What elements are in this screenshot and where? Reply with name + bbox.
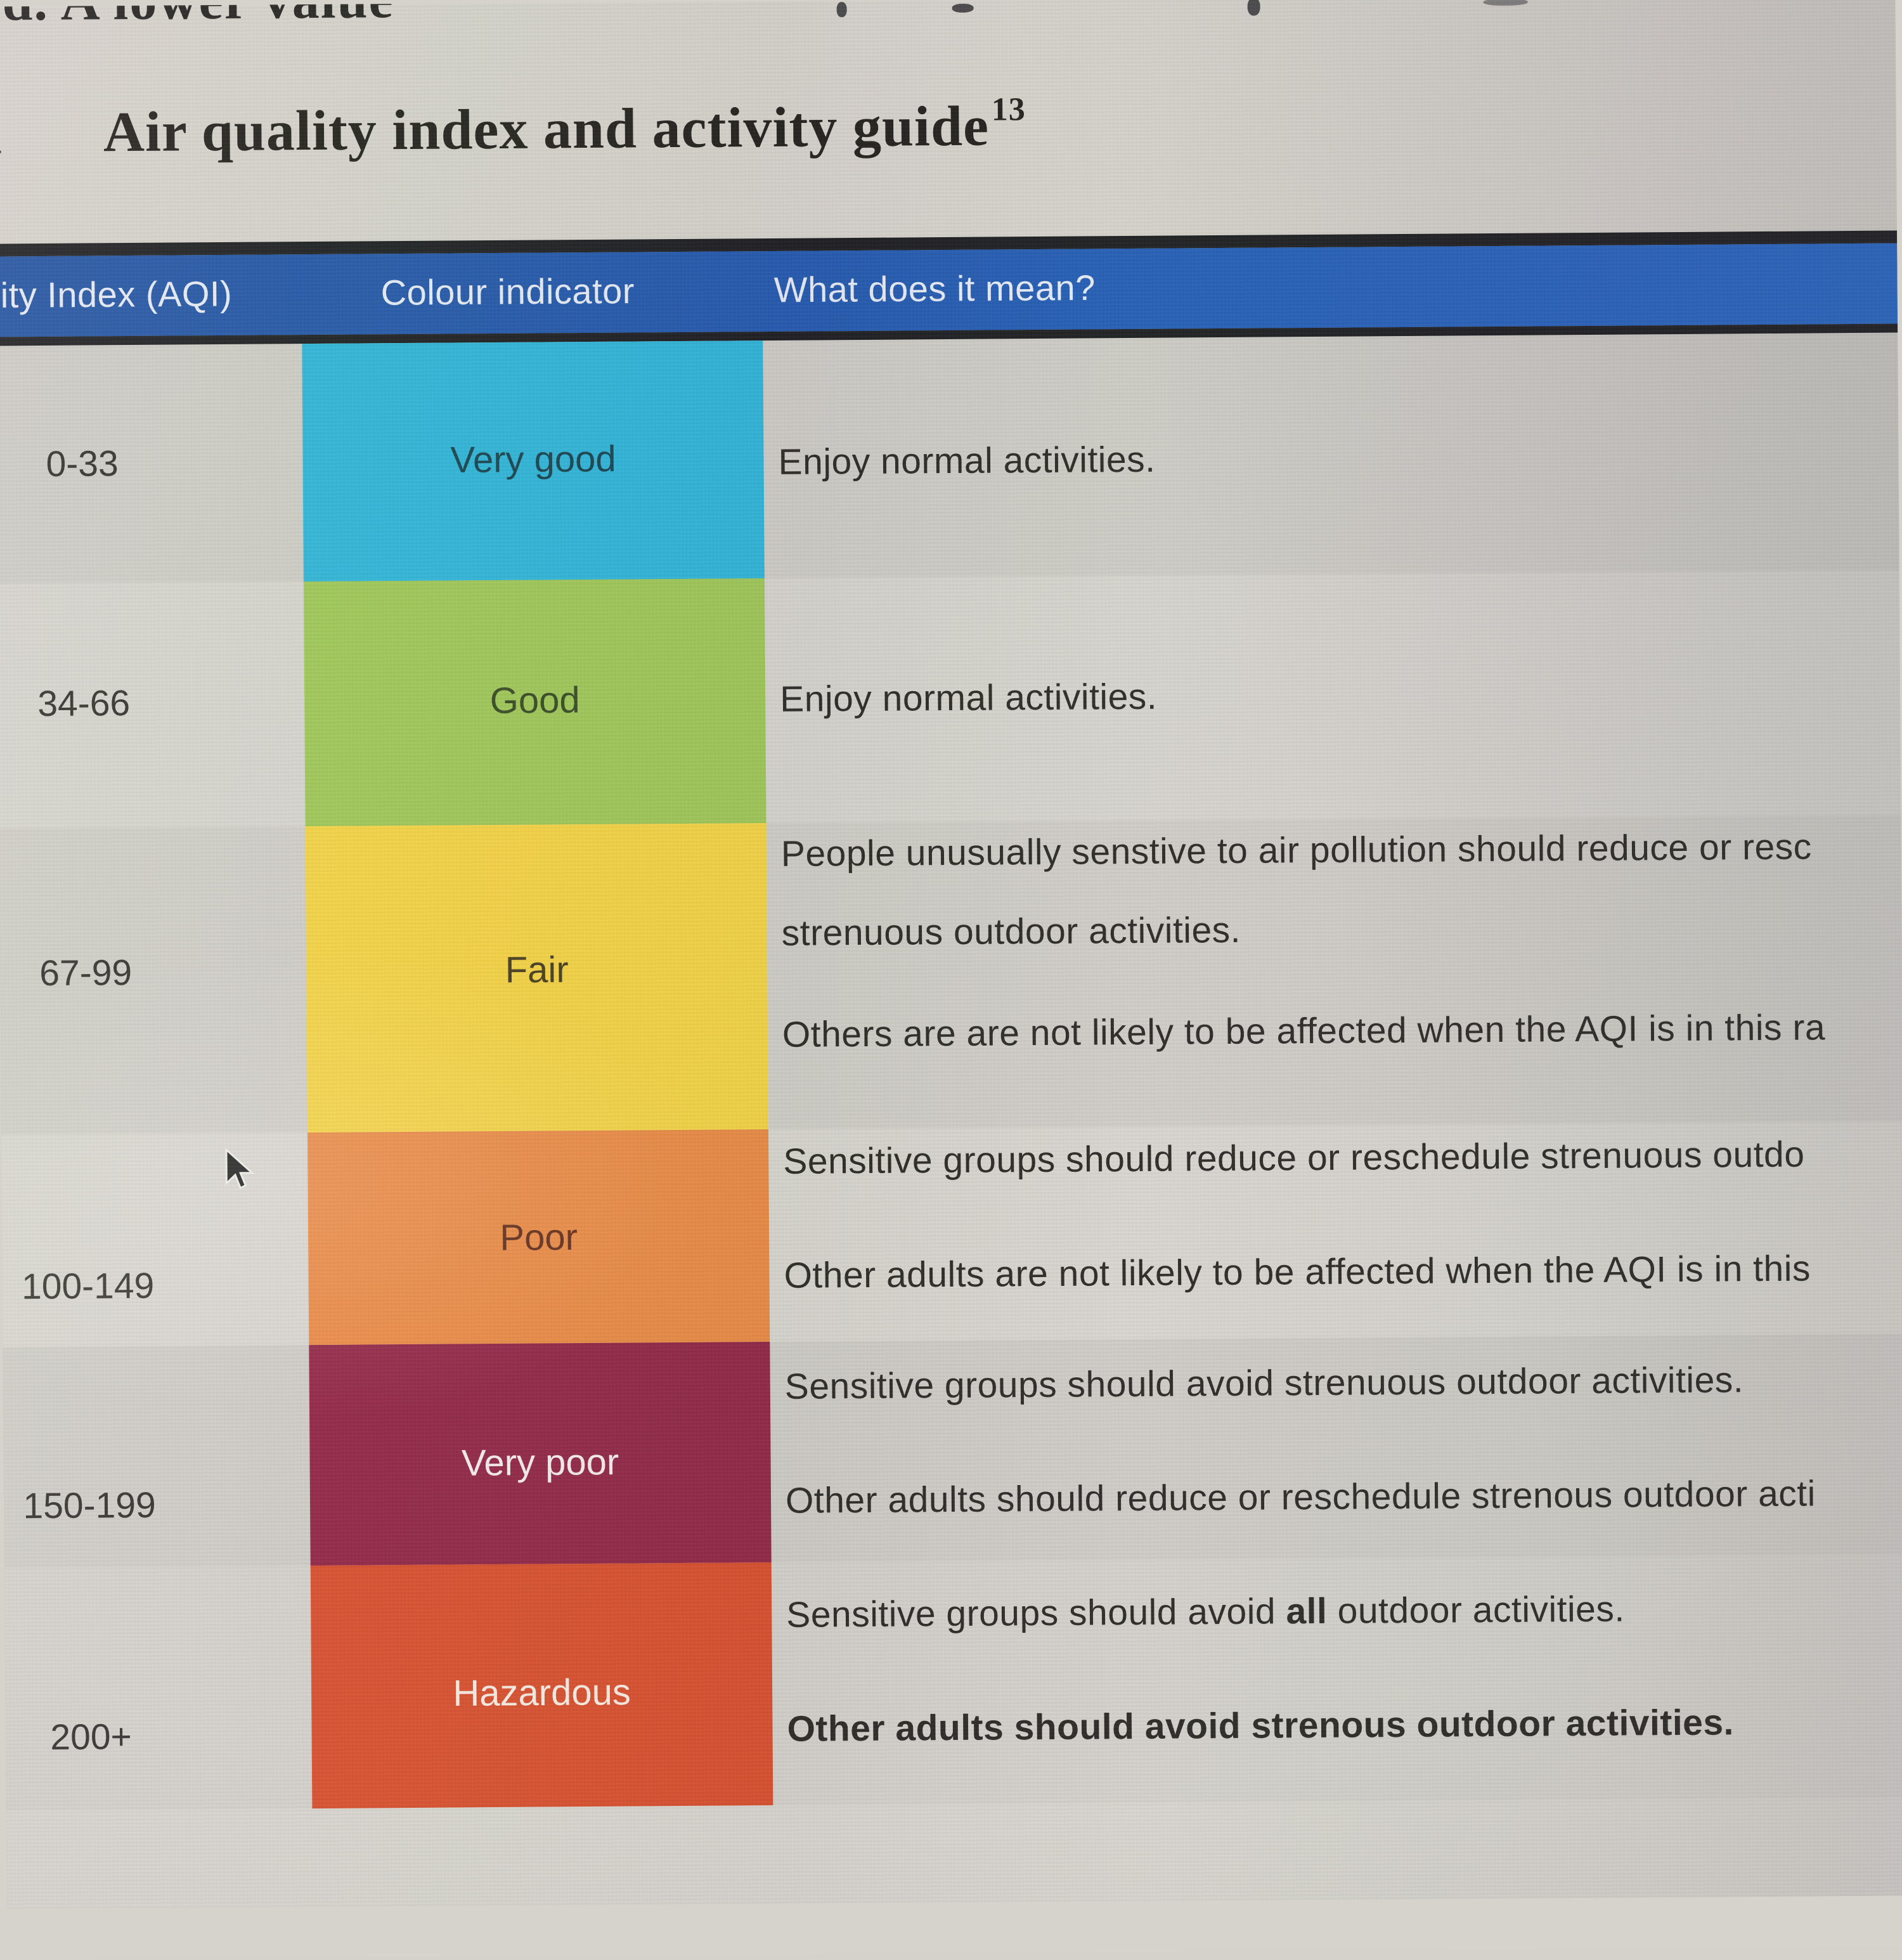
meaning-text-segment: Sensitive groups should avoid (786, 1591, 1286, 1635)
category-label: Fair (505, 949, 569, 991)
section-number-fragment: 1 (0, 103, 4, 166)
meaning-text: Enjoy normal activities. (778, 439, 1156, 483)
meaning-text: Sensitive groups should avoid strenuous … (784, 1360, 1744, 1407)
aqi-range: 0-33 (46, 443, 119, 484)
meaning-text-emphasis: all (1286, 1590, 1328, 1632)
mouse-cursor-icon (225, 1148, 255, 1190)
meaning-text: strenuous outdoor activities. (781, 909, 1241, 954)
document-page: d. A lower value 1 Air quality index and… (0, 0, 1902, 1909)
aqi-range: 200+ (50, 1717, 133, 1758)
meaning-text: Other adults should reduce or reschedule… (785, 1473, 1816, 1521)
cropped-text-smudge (1247, 0, 1260, 16)
meaning-text: Others are are not likely to be affected… (782, 1007, 1826, 1055)
page-title: Air quality index and activity guide13 (103, 91, 1026, 165)
category-label: Hazardous (453, 1671, 631, 1715)
cropped-text-smudge (952, 3, 974, 13)
cropped-top-text: d. A lower value (2, 0, 394, 32)
meaning-text: Other adults should avoid strenous outdo… (787, 1702, 1735, 1749)
category-label: Very poor (461, 1441, 619, 1484)
category-label: Very good (450, 438, 616, 481)
cropped-text-smudge (1483, 0, 1528, 6)
meaning-text: Sensitive groups should reduce or resche… (783, 1134, 1805, 1182)
meaning-text: Other adults are not likely to be affect… (784, 1248, 1811, 1296)
column-header-colour: Colour indicator (380, 270, 635, 313)
column-header-meaning: What does it mean? (773, 267, 1096, 310)
page-title-text: Air quality index and activity guide (103, 94, 990, 164)
category-label: Poor (500, 1216, 578, 1259)
meaning-text-segment: outdoor activities. (1327, 1588, 1625, 1632)
category-label: Good (489, 679, 580, 722)
aqi-range: 100-149 (21, 1265, 155, 1308)
meaning-text: Sensitive groups should avoid all outdoo… (786, 1588, 1625, 1636)
meaning-text: Enjoy normal activities. (779, 676, 1158, 720)
footnote-marker: 13 (991, 91, 1026, 128)
aqi-range: 34-66 (37, 683, 131, 725)
aqi-range: 67-99 (39, 952, 133, 994)
cropped-text-smudge (836, 2, 847, 18)
meaning-text: People unusually senstive to air polluti… (780, 826, 1812, 874)
aqi-range: 150-199 (23, 1484, 156, 1527)
column-header-aqi: ity Index (AQI) (0, 273, 233, 315)
below-table-area (6, 1797, 1902, 1909)
